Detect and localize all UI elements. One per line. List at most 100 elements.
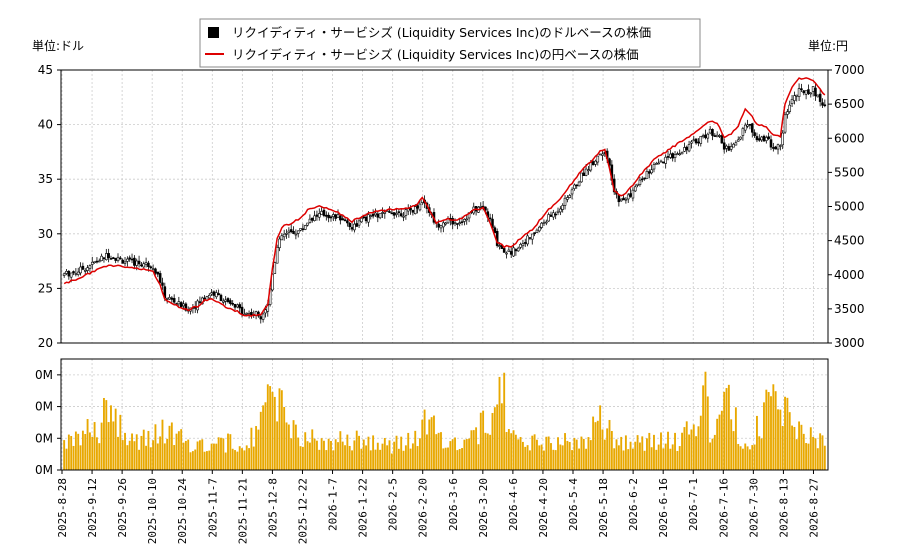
volume-bar (486, 433, 489, 470)
volume-bar (622, 450, 625, 470)
candle-body (67, 270, 71, 277)
candle-body (648, 171, 651, 174)
volume-bar (318, 449, 321, 470)
candle-body (88, 265, 92, 269)
volume-bar (702, 385, 705, 470)
candle-body (505, 252, 508, 255)
volume-bar (498, 376, 501, 470)
candle-body (217, 293, 220, 296)
candle-body (336, 214, 340, 219)
candle-body (245, 312, 249, 315)
volume-bar (140, 435, 143, 470)
candle-body (678, 153, 682, 156)
candle-body (697, 141, 700, 144)
right-tick-label: 3000 (834, 336, 865, 350)
volume-bar (528, 450, 531, 470)
volume-bar (217, 437, 220, 470)
volume-bar (79, 445, 82, 470)
volume-bar (798, 421, 801, 470)
candle-body (561, 205, 564, 210)
candle-body (212, 291, 216, 296)
volume-bar (138, 449, 140, 470)
volume-bar (463, 439, 466, 470)
volume-bar (112, 421, 115, 470)
volume-bar (161, 419, 164, 470)
volume-bar (365, 445, 368, 470)
candle-body (147, 262, 150, 268)
candle-body (694, 138, 698, 144)
candle-body (388, 211, 391, 213)
volume-bar (447, 447, 449, 470)
candle-body (790, 98, 794, 104)
candle-body (334, 214, 337, 219)
candle-body (720, 135, 724, 144)
volume-bar (301, 446, 304, 470)
volume-bar (554, 450, 557, 470)
volume-bar (208, 450, 211, 470)
candle-body (156, 271, 160, 275)
volume-bar (330, 440, 332, 470)
candle-body (231, 302, 234, 305)
volume-bar (213, 443, 215, 470)
volume-bar (283, 406, 286, 470)
candle-body (619, 198, 623, 202)
volume-bar (437, 432, 440, 470)
volume-bar (159, 436, 162, 470)
volume-bar (409, 448, 412, 470)
candle-body (203, 297, 206, 300)
candle-body (130, 258, 134, 261)
candle-body (285, 233, 288, 235)
x-tick-label: 2025-12-8 (266, 478, 279, 538)
volume-bar (631, 448, 634, 470)
volume-bar (601, 429, 604, 470)
candle-body (762, 135, 766, 142)
volume-bar (561, 445, 564, 470)
volume-bar (819, 433, 822, 470)
candle-body (699, 136, 703, 144)
candle-body (758, 138, 761, 141)
volume-bar (280, 390, 283, 470)
candle-body (549, 214, 553, 217)
candle-body (645, 170, 649, 179)
volume-bar (271, 391, 274, 470)
volume-bar (496, 404, 499, 470)
candle-body (706, 133, 710, 139)
candle-body (802, 90, 806, 94)
volume-bar (407, 432, 410, 470)
volume-bar (596, 420, 599, 470)
candle-body (226, 298, 230, 303)
candle-body (493, 227, 497, 234)
candle-body (732, 143, 735, 148)
volume-bar (149, 447, 152, 470)
volume-bar (585, 448, 588, 470)
candle-body (793, 95, 796, 101)
candle-body (353, 223, 356, 231)
volume-bar (390, 453, 393, 470)
candle-body (306, 222, 309, 226)
volume-bar (669, 448, 672, 470)
x-tick-label: 2025-12-22 (296, 478, 309, 544)
volume-bar (765, 389, 768, 470)
volume-bar (414, 430, 417, 470)
volume-bar (77, 433, 80, 470)
candle-body (329, 216, 333, 219)
volume-bar (198, 440, 201, 470)
volume-bar (568, 441, 571, 470)
volume-bar (334, 439, 337, 470)
candle-body (512, 247, 515, 257)
candle-body (210, 292, 213, 295)
left-tick-label: 35 (38, 172, 53, 186)
candle-body (669, 153, 672, 158)
volume-bar (119, 414, 122, 470)
candle-body (636, 183, 639, 186)
volume-bar (194, 449, 197, 470)
x-tick-label: 2026-1-22 (357, 478, 370, 538)
candle-body (711, 129, 714, 136)
volume-bar (276, 421, 279, 470)
candle-body (236, 304, 239, 308)
right-tick-label: 5500 (834, 165, 865, 179)
candle-body (346, 220, 349, 224)
volume-bar (184, 440, 187, 470)
volume-bar (168, 425, 171, 470)
candle-body (563, 197, 567, 206)
